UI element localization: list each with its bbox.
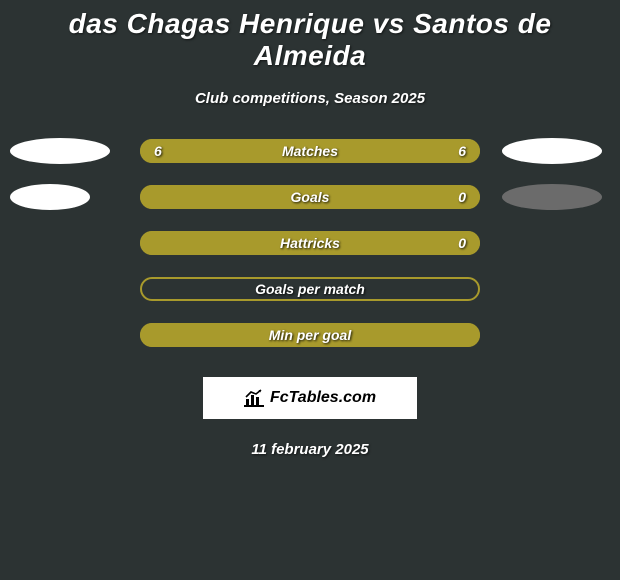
comparison-card: das Chagas Henrique vs Santos de Almeida… xyxy=(0,0,620,458)
stat-bar: Goals per match xyxy=(140,277,480,301)
fctables-badge[interactable]: FcTables.com xyxy=(203,377,417,419)
stat-row: Hattricks0 xyxy=(0,231,620,255)
subtitle: Club competitions, Season 2025 xyxy=(0,90,620,107)
player-right-marker xyxy=(502,138,602,164)
player-right-marker xyxy=(502,184,602,210)
bar-track xyxy=(140,277,480,301)
stat-row: Goals per match xyxy=(0,277,620,301)
stat-row: Goals0 xyxy=(0,185,620,209)
player-left-marker xyxy=(10,138,110,164)
player-left-marker xyxy=(10,184,90,210)
badge-text: FcTables.com xyxy=(270,389,376,407)
bar-left-fill xyxy=(140,185,480,209)
bar-left-fill xyxy=(140,139,310,163)
date-label: 11 february 2025 xyxy=(0,441,620,458)
stat-bar: Matches66 xyxy=(140,139,480,163)
bar-left-fill xyxy=(140,231,480,255)
stat-bar: Goals0 xyxy=(140,185,480,209)
stat-row: Matches66 xyxy=(0,139,620,163)
stat-row: Min per goal xyxy=(0,323,620,347)
chart-icon xyxy=(244,389,264,407)
bar-right-fill xyxy=(310,139,480,163)
bar-left-fill xyxy=(140,323,480,347)
stat-bar: Min per goal xyxy=(140,323,480,347)
stats-rows: Matches66 Goals0 Hattricks0 Goals per match… xyxy=(0,139,620,347)
page-title: das Chagas Henrique vs Santos de Almeida xyxy=(0,8,620,72)
stat-bar: Hattricks0 xyxy=(140,231,480,255)
